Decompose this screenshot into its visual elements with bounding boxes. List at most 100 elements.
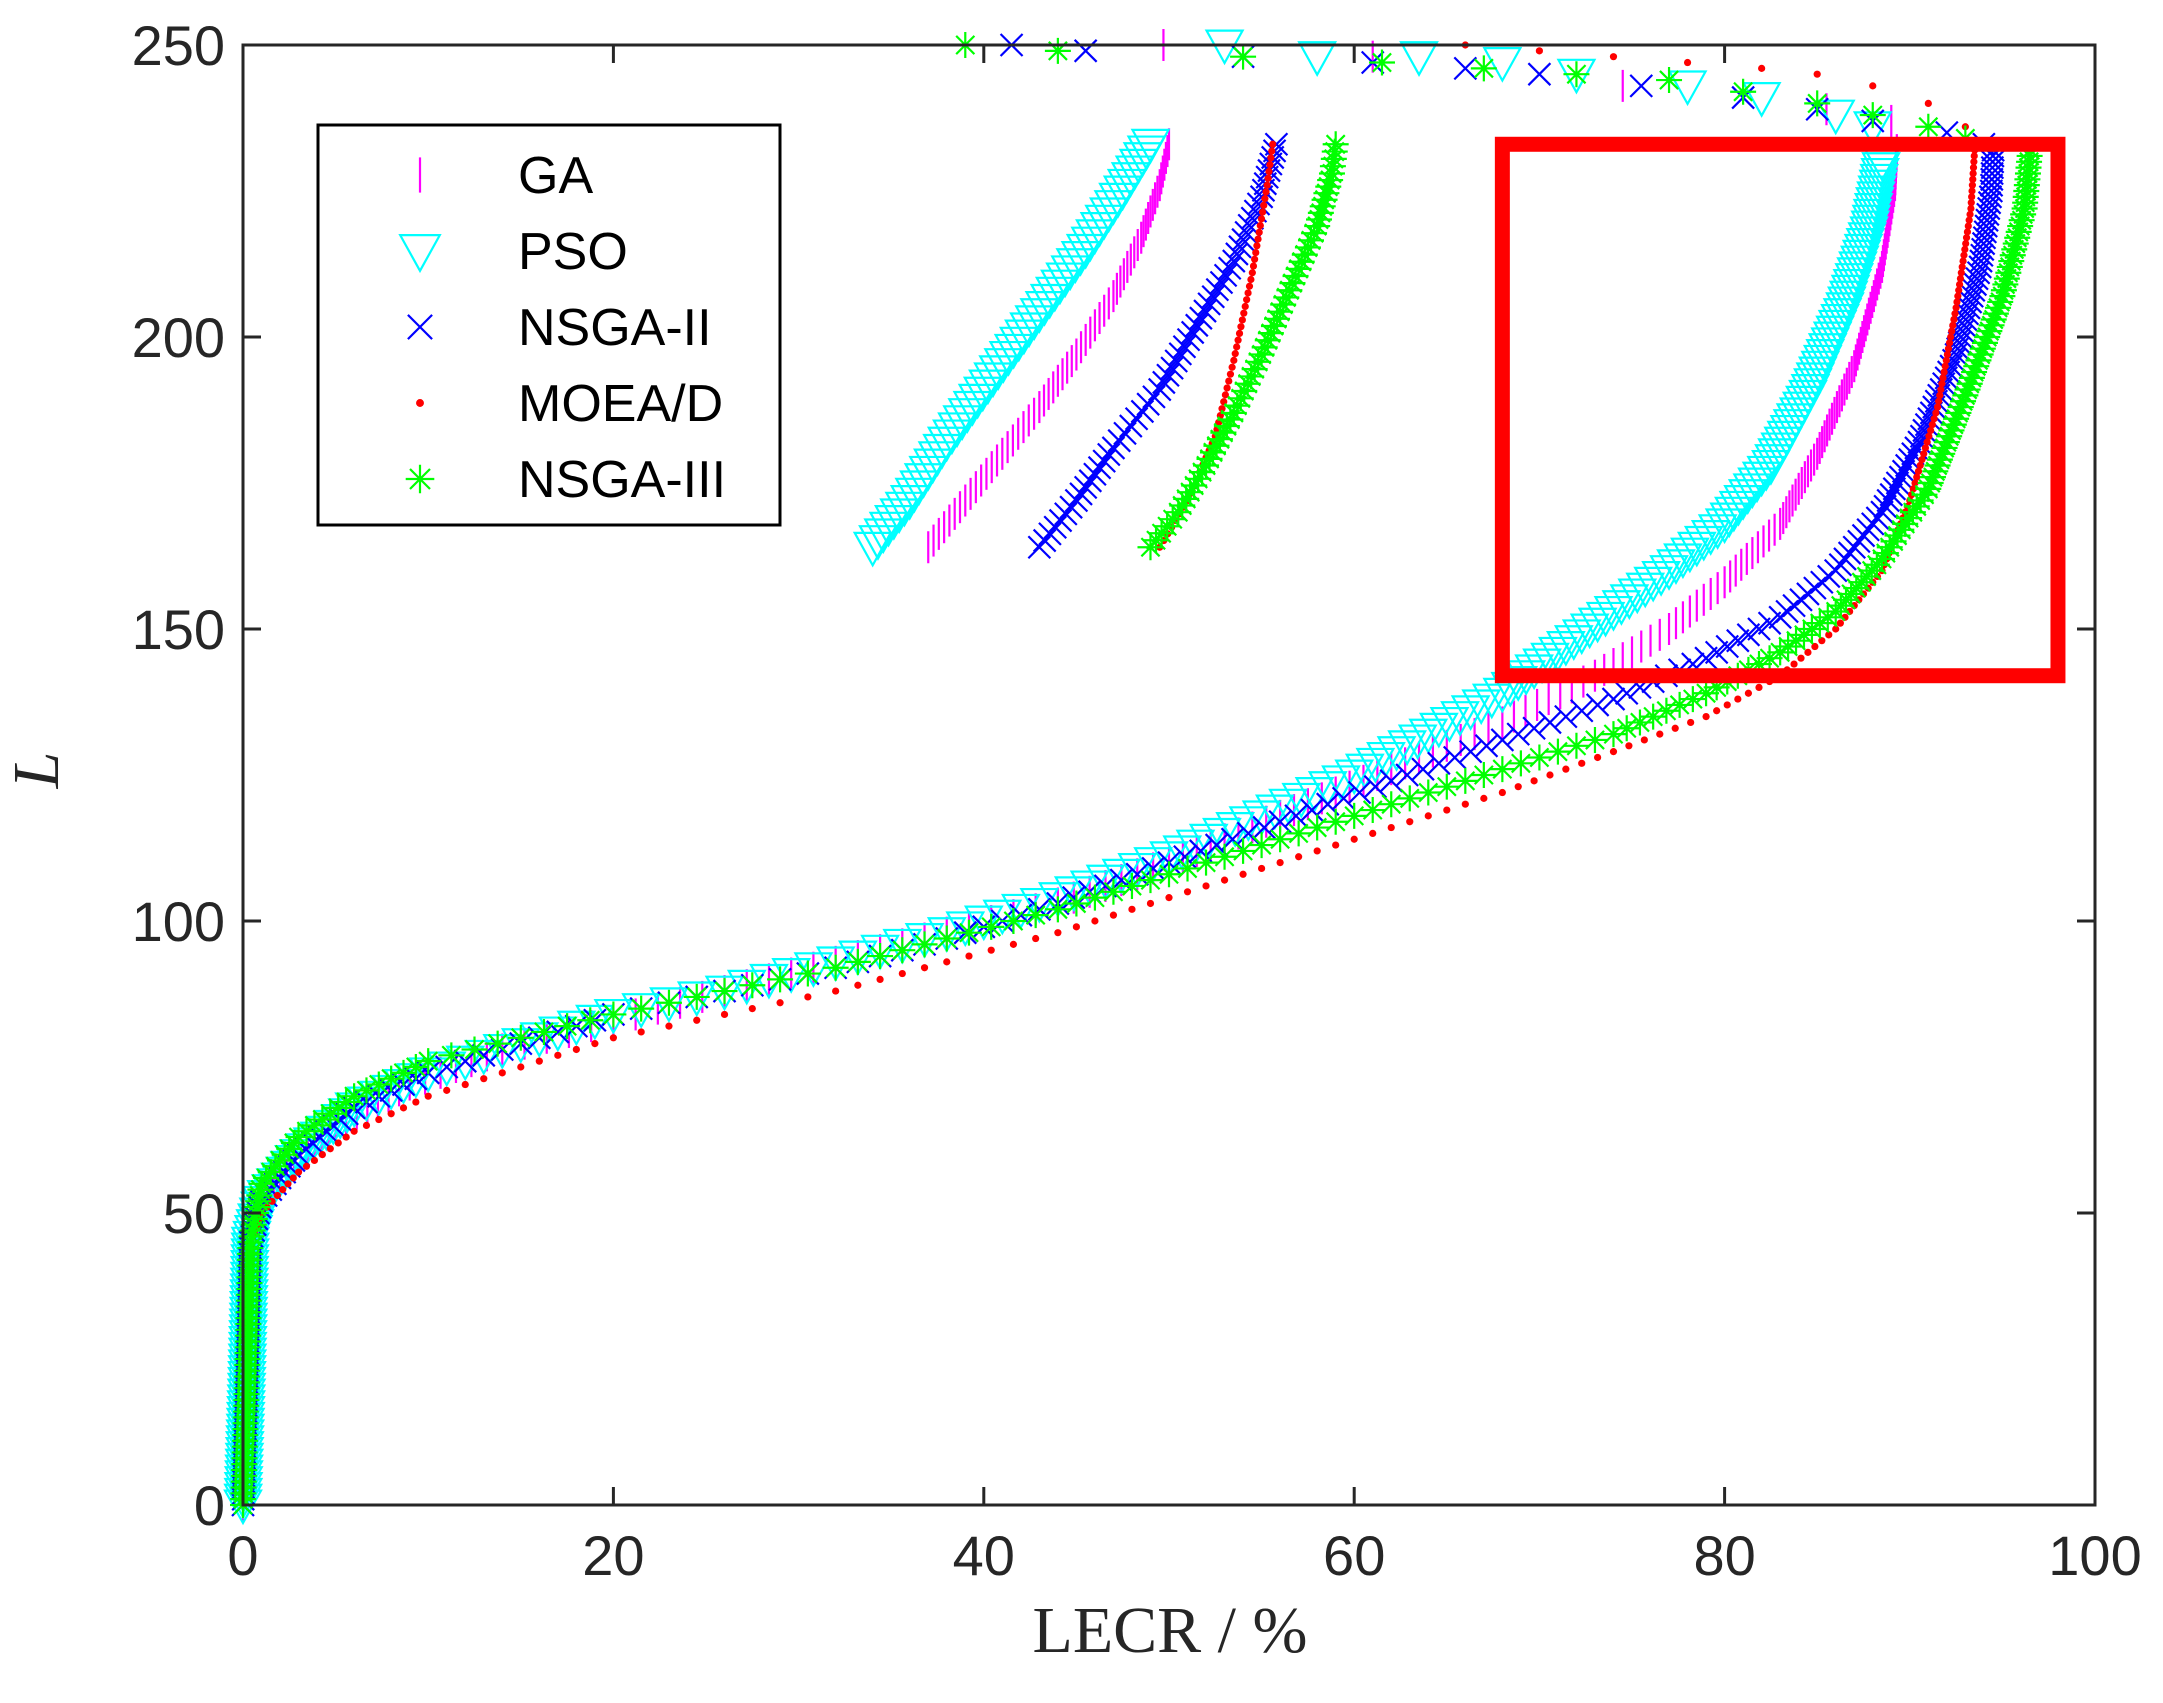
data-point <box>1709 502 1750 539</box>
data-point <box>342 1133 350 1141</box>
data-point <box>1069 482 1093 506</box>
data-point <box>889 937 916 964</box>
data-point <box>245 1188 272 1215</box>
data-point <box>1295 853 1303 861</box>
data-point <box>1209 270 1234 295</box>
data-point <box>1980 167 2004 192</box>
data-point <box>860 934 900 971</box>
data-point <box>1240 309 1248 317</box>
data-point <box>1969 169 1977 178</box>
data-point <box>1044 896 1071 923</box>
data-point <box>1061 885 1086 910</box>
data-point <box>554 1013 581 1040</box>
data-point <box>1429 706 1470 743</box>
data-point <box>1828 280 1869 317</box>
data-point <box>1196 445 1223 472</box>
data-point <box>1350 835 1358 843</box>
data-point <box>1963 353 1990 380</box>
data-point <box>1553 625 1594 661</box>
data-point <box>1797 654 1805 662</box>
data-point <box>1601 590 1642 626</box>
data-point <box>1894 453 1919 478</box>
data-point <box>1162 835 1203 872</box>
data-point <box>1185 465 1212 492</box>
legend-label: PSO <box>518 223 628 281</box>
data-point <box>593 998 634 1035</box>
data-point <box>1947 394 1974 421</box>
data-point <box>1258 864 1266 873</box>
data-point <box>1188 823 1229 860</box>
data-point <box>1917 470 1944 496</box>
data-point <box>1249 185 1274 209</box>
data-point <box>1249 262 1258 270</box>
data-point <box>1027 897 1052 922</box>
data-point <box>1987 288 2014 315</box>
legend-label: NSGA-III <box>518 451 726 509</box>
data-point <box>1265 167 1273 176</box>
data-point <box>1256 221 1264 230</box>
data-point <box>1656 549 1696 586</box>
data-point <box>1962 239 1970 248</box>
data-point <box>649 987 689 1024</box>
data-point <box>794 960 821 987</box>
data-point <box>1118 872 1145 899</box>
data-point <box>904 923 945 959</box>
data-point <box>1687 718 1695 727</box>
data-point <box>1220 876 1229 884</box>
data-point <box>1231 378 1258 405</box>
data-point <box>1378 791 1405 818</box>
data-point <box>1790 621 1817 648</box>
data-point <box>572 1045 580 1054</box>
data-point <box>318 1151 326 1159</box>
data-point <box>1251 334 1278 361</box>
data-point <box>1204 29 1245 66</box>
data-point <box>1235 329 1244 338</box>
data-point <box>519 1022 560 1059</box>
data-point <box>739 972 766 999</box>
data-point <box>1869 82 1877 90</box>
data-point <box>1958 364 1985 391</box>
data-point <box>1185 313 1209 338</box>
data-point <box>1967 199 1975 207</box>
data-point <box>378 1065 405 1092</box>
data-point <box>1804 648 1812 656</box>
data-point <box>1344 753 1385 790</box>
data-point <box>1322 131 1349 158</box>
data-point <box>1694 646 1718 670</box>
data-point <box>416 399 424 407</box>
data-point <box>365 1071 392 1098</box>
data-point <box>1128 905 1136 913</box>
data-point <box>1228 235 1252 259</box>
data-point <box>1081 884 1108 911</box>
data-point <box>1315 173 1342 200</box>
data-point <box>1918 456 1926 464</box>
data-point <box>1149 841 1189 878</box>
data-point <box>621 993 662 1029</box>
data-point <box>426 1051 467 1088</box>
data-point <box>325 1094 352 1121</box>
data-point <box>882 928 923 965</box>
data-point <box>609 1034 618 1042</box>
data-point <box>1396 785 1423 812</box>
data-point <box>600 1001 627 1028</box>
data-point <box>1980 150 2005 174</box>
data-point <box>1313 180 1340 207</box>
series-layer <box>223 29 2044 1526</box>
data-point <box>1359 797 1386 824</box>
data-point <box>1563 732 1590 759</box>
data-point <box>1238 316 1246 324</box>
data-point <box>1649 555 1689 591</box>
data-point <box>1273 284 1300 311</box>
legend-items: GA PSO NSGA-II MOEA/D NSGA-III <box>398 147 726 509</box>
data-point <box>1399 41 1439 77</box>
data-point <box>240 1211 267 1238</box>
data-point <box>1882 477 1907 501</box>
data-point <box>1830 274 1871 311</box>
data-point <box>1945 339 1954 347</box>
data-point <box>1798 616 1825 642</box>
legend-item-ga: GA <box>418 147 593 205</box>
data-point <box>693 1016 701 1024</box>
data-point <box>1073 39 1098 63</box>
data-point <box>1790 660 1798 668</box>
